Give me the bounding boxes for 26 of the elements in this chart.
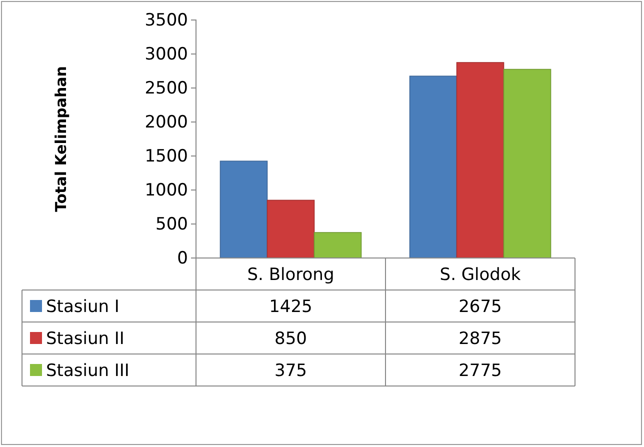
y-axis-title: Total Kelimpahan [52,66,70,212]
y-tick-label: 1000 [144,180,188,200]
y-tick-label: 2000 [144,112,188,132]
data-label: 1425 [269,297,312,317]
bar [220,160,268,258]
y-tick-label: 2500 [144,78,188,98]
x-tick-label: S. Glodok [440,265,521,285]
y-tick-label: 500 [156,214,188,234]
data-label: 850 [274,329,307,349]
legend-label: Stasiun II [46,329,124,349]
data-label: 2775 [458,361,502,381]
bar [503,68,552,258]
y-tick-label: 1500 [144,146,188,166]
y-tick-label: 0 [177,248,188,268]
bar [266,200,315,258]
legend-label: Stasiun I [46,297,120,317]
data-label: 375 [274,361,307,381]
bar [314,232,362,258]
bar [409,76,458,258]
data-label: 2875 [458,329,502,349]
y-tick-label: 3000 [144,44,188,64]
data-label: 2675 [458,297,502,317]
bar [456,62,504,258]
legend-label: Stasiun III [46,361,130,381]
y-tick-label: 3500 [144,10,188,30]
x-tick-label: S. Blorong [247,265,334,285]
